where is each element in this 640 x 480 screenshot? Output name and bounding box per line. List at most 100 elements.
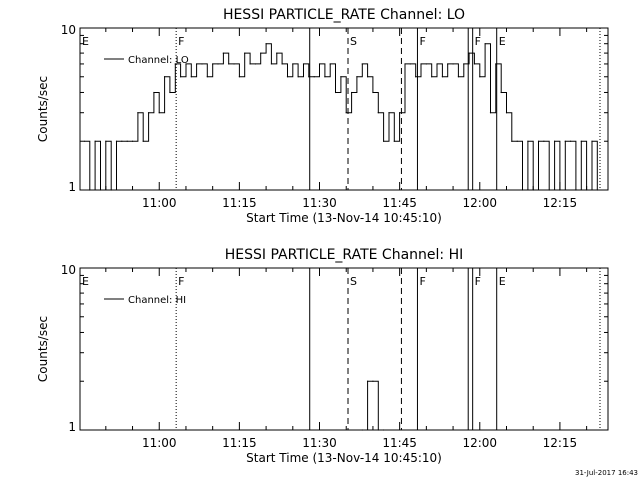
- chart-lo-data-point: [217, 63, 219, 65]
- chart-lo-data-point: [260, 52, 262, 54]
- chart-lo-data-point: [399, 112, 401, 114]
- chart-lo-data-point: [383, 140, 385, 142]
- chart-lo-data-point: [505, 112, 508, 114]
- chart-lo-data-point: [586, 189, 588, 191]
- chart-lo-data-point: [131, 140, 134, 142]
- chart-hi-data-point: [383, 429, 385, 431]
- chart-lo-ytick-label: 10: [61, 23, 76, 37]
- chart-lo-ylabel: Counts/sec: [36, 76, 50, 142]
- chart-hi-data-point: [361, 429, 363, 431]
- chart-lo-data-point: [575, 189, 577, 191]
- chart-lo-data-point: [105, 140, 107, 142]
- chart-hi-xtick-label: 12:15: [543, 436, 578, 450]
- chart-lo-data-point: [174, 63, 176, 65]
- chart-lo-data-point: [292, 63, 294, 65]
- chart-lo-ytick-label: 1: [68, 180, 76, 194]
- chart-lo-data-point: [484, 43, 486, 45]
- chart-lo-data-point: [468, 52, 470, 54]
- chart-hi-event-marker-label: E: [82, 275, 89, 288]
- chart-lo-data-point: [425, 63, 427, 65]
- hi-channel-panel: HESSI PARTICLE_RATE Channel: HI Counts/se…: [36, 247, 609, 465]
- chart-lo-data-point: [212, 63, 214, 65]
- chart-lo-data-point: [115, 140, 118, 142]
- chart-lo-data-point: [564, 140, 566, 142]
- chart-lo-data-point: [436, 63, 438, 65]
- chart-lo-data-point: [276, 52, 278, 54]
- chart-lo-data-point: [473, 63, 476, 65]
- chart-hi-ylabel: Counts/sec: [36, 316, 50, 382]
- chart-lo-event-marker-label: E: [82, 35, 89, 48]
- chart-lo-data-point: [543, 140, 545, 142]
- chart-lo-data-point: [185, 63, 187, 65]
- chart-lo-event-marker-label: S: [350, 35, 357, 48]
- chart-lo-data-point: [495, 63, 497, 65]
- chart-lo-data-point: [377, 112, 379, 114]
- chart-hi-xtick-label: 12:00: [462, 436, 497, 450]
- chart-lo-data-point: [169, 91, 171, 94]
- chart-hi-data-point: [372, 380, 374, 382]
- chart-lo-legend-label: Channel: LO: [128, 55, 189, 66]
- chart-lo-data-point: [350, 91, 353, 94]
- chart-lo-data-point: [201, 63, 203, 65]
- chart-hi-frame: [79, 267, 609, 431]
- chart-lo-data-point: [580, 140, 582, 142]
- date-stamp: 31-Jul-2017 16:43: [575, 469, 638, 477]
- chart-lo-data-point: [222, 52, 224, 54]
- chart-hi-xtick-label: 11:30: [302, 436, 337, 450]
- chart-hi-event-marker-label: E: [499, 275, 506, 288]
- chart-lo-data-point: [532, 189, 534, 191]
- chart-lo-data-point: [447, 63, 449, 65]
- chart-lo-data-point: [147, 112, 150, 114]
- chart-hi-ytick-label: 10: [61, 263, 76, 277]
- chart-lo-data-point: [479, 76, 481, 78]
- chart-hi-title: HESSI PARTICLE_RATE Channel: HI: [225, 247, 463, 263]
- chart-lo-data-point: [324, 76, 326, 78]
- chart-lo-event-marker-label: F: [178, 35, 184, 48]
- chart-lo-data-point: [393, 140, 395, 142]
- chart-lo-data-point: [126, 140, 128, 142]
- chart-lo-data-point: [265, 43, 267, 45]
- chart-lo-data-point: [318, 63, 321, 65]
- chart-lo-data-point: [388, 112, 390, 114]
- chart-lo-data-point: [559, 189, 561, 191]
- chart-lo-data-point: [511, 140, 513, 142]
- chart-lo-data-point: [356, 76, 358, 78]
- chart-hi-xlabel: Start Time (13-Nov-14 10:45:10): [246, 451, 442, 465]
- chart-lo-xtick-label: 11:15: [222, 196, 257, 210]
- chart-hi-xtick-label: 11:45: [382, 436, 417, 450]
- chart-hi-data-point: [366, 380, 369, 382]
- chart-lo-data-point: [548, 189, 550, 191]
- chart-lo-data-point: [345, 112, 347, 114]
- chart-lo-data-point: [521, 189, 524, 191]
- chart-lo-data-point: [409, 63, 411, 65]
- chart-lo-data-point: [297, 76, 299, 78]
- chart-hi-ytick-label: 1: [68, 420, 76, 434]
- chart-lo-series-line: [84, 43, 603, 191]
- chart-lo-data-point: [163, 76, 166, 78]
- chart-lo-data-point: [153, 91, 155, 94]
- chart-hi-legend-label: Channel: HI: [128, 295, 186, 306]
- chart-lo-xlabel: Start Time (13-Nov-14 10:45:10): [246, 211, 442, 225]
- chart-lo-title: HESSI PARTICLE_RATE Channel: LO: [223, 7, 465, 23]
- chart-lo-data-point: [233, 63, 235, 65]
- chart-lo-data-point: [286, 76, 289, 78]
- chart-lo-data-point: [249, 63, 251, 65]
- chart-lo-data-point: [361, 63, 363, 65]
- chart-lo-data-point: [553, 140, 556, 142]
- chart-lo-data-point: [142, 140, 144, 142]
- chart-lo-xtick-label: 11:00: [142, 196, 177, 210]
- chart-lo-data-point: [500, 91, 502, 94]
- chart-lo-xtick-label: 12:15: [543, 196, 578, 210]
- chart-lo-data-point: [570, 140, 572, 142]
- chart-hi-event-marker-label: F: [475, 275, 481, 288]
- chart-lo-data-point: [366, 76, 369, 78]
- chart-lo-data-point: [596, 189, 598, 191]
- chart-hi-event-marker-label: F: [419, 275, 425, 288]
- chart-lo-event-marker-label: E: [499, 35, 506, 48]
- chart-lo-data-point: [238, 76, 240, 78]
- chart-lo-data-point: [206, 76, 208, 78]
- chart-hi-event-marker-label: S: [350, 275, 357, 288]
- chart-lo-event-marker-label: F: [475, 35, 481, 48]
- chart-lo-data-point: [244, 52, 246, 54]
